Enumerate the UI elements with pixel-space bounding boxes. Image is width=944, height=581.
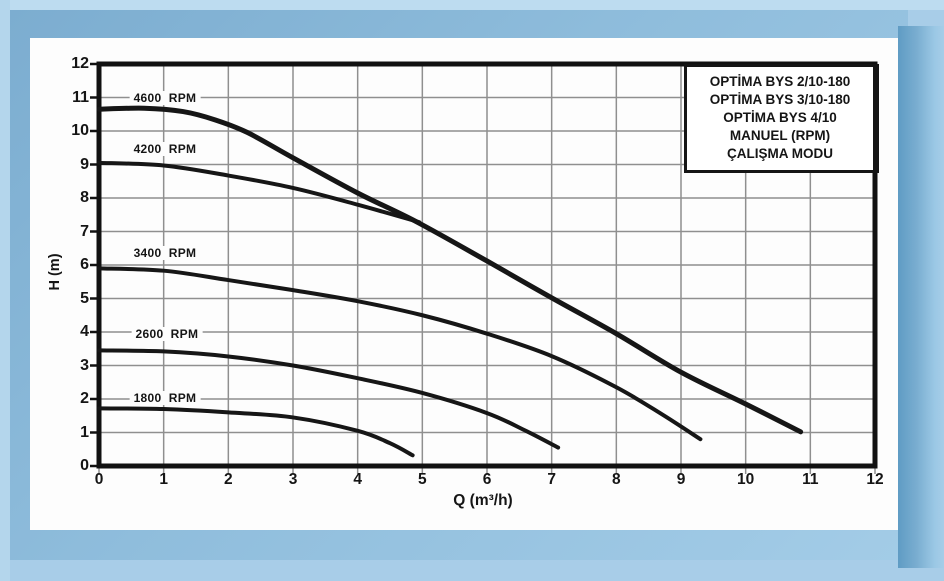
page-edge-gradient <box>898 26 944 568</box>
x-tick-label-5: 5 <box>418 471 427 488</box>
x-tick-label-3: 3 <box>288 471 298 488</box>
plot-frame <box>96 61 878 469</box>
curve-4600-rpm <box>96 105 804 435</box>
background-band-left <box>0 0 10 581</box>
x-tick-label-7: 7 <box>547 471 556 488</box>
legend-line-2: OPTİMA BYS 3/10-180 <box>709 92 851 107</box>
curve-label-4200-rpm: 4200 RPM <box>129 142 201 157</box>
legend-line-4: MANUEL (RPM) <box>729 128 831 143</box>
y-tick-label-12: 12 <box>71 55 89 72</box>
curve-2600-rpm <box>97 348 561 450</box>
curve-1800-rpm <box>97 406 415 458</box>
y-tick-label-4: 4 <box>80 323 89 340</box>
curve-3400-rpm <box>97 266 703 442</box>
y-tick-label-0: 0 <box>80 457 89 474</box>
y-tick-label-5: 5 <box>80 289 89 307</box>
x-tick-label-10: 10 <box>737 471 755 488</box>
x-tick-label-12: 12 <box>866 471 884 488</box>
curve-label-3400-rpm: 3400 RPM <box>129 246 201 261</box>
x-tick-label-11: 11 <box>802 471 819 488</box>
x-tick-label-6: 6 <box>482 471 492 488</box>
curve-label-2600-rpm: 2600 RPM <box>131 326 203 341</box>
y-tick-label-8: 8 <box>80 189 89 206</box>
y-tick-label-1: 1 <box>80 423 89 441</box>
y-axis-title: H (m) <box>47 253 63 291</box>
x-tick-label-1: 1 <box>159 471 168 488</box>
y-tick-label-2: 2 <box>80 390 89 407</box>
curve-label-4600-rpm: 4600 RPM <box>129 90 201 105</box>
x-tick-label-2: 2 <box>224 471 233 488</box>
legend-line-5: ÇALIŞMA MODU <box>727 146 833 161</box>
y-tick-label-9: 9 <box>80 155 89 173</box>
legend-box: OPTİMA BYS 2/10-180 OPTİMA BYS 3/10-180 OP… <box>684 64 879 173</box>
legend-line-3: OPTİMA BYS 4/10 <box>723 110 837 125</box>
legend-line-1: OPTİMA BYS 2/10-180 <box>709 74 851 89</box>
y-tick-label-7: 7 <box>80 222 89 240</box>
background-band-top <box>0 0 944 10</box>
x-tick-label-0: 0 <box>94 471 104 488</box>
x-tick-label-8: 8 <box>612 471 621 488</box>
x-tick-label-4: 4 <box>353 471 362 488</box>
y-tick-label-10: 10 <box>71 122 89 139</box>
y-tick-label-6: 6 <box>80 256 89 273</box>
y-tick-label-11: 11 <box>72 88 89 106</box>
y-tick-label-3: 3 <box>80 356 89 374</box>
x-tick-label-9: 9 <box>676 471 686 488</box>
x-axis-title: Q (m³/h) <box>453 492 513 509</box>
curve-label-1800-rpm: 1800 RPM <box>129 390 201 405</box>
curve-4200-rpm <box>97 160 422 225</box>
